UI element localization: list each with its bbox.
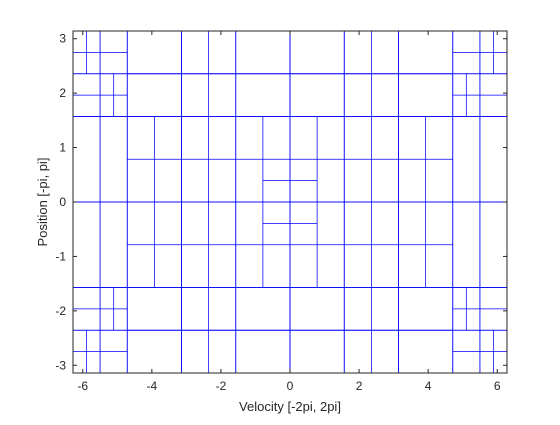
y-tick-label: -3 bbox=[55, 358, 66, 372]
x-tick-label: 4 bbox=[425, 379, 432, 393]
x-tick-label: -4 bbox=[147, 379, 158, 393]
y-tick-label: -2 bbox=[55, 304, 66, 318]
y-tick-label: 1 bbox=[59, 141, 66, 155]
x-tick-label: -2 bbox=[216, 379, 227, 393]
x-tick-label: -6 bbox=[77, 379, 88, 393]
y-tick-label: 3 bbox=[59, 32, 66, 46]
y-tick-label: 2 bbox=[59, 86, 66, 100]
axes-box bbox=[72, 30, 508, 374]
x-tick-label: 6 bbox=[494, 379, 501, 393]
y-tick-label: 0 bbox=[59, 195, 66, 209]
partition-cells bbox=[72, 30, 508, 374]
x-tick-label: 0 bbox=[287, 379, 294, 393]
y-axis-label: Position [-pi, pi] bbox=[35, 158, 50, 247]
y-tick-label: -1 bbox=[55, 249, 66, 263]
x-tick-label: 2 bbox=[356, 379, 363, 393]
axis-ticks: -6 -4 -2 0 2 4 6 -3 -2 -1 0 1 2 3 bbox=[55, 31, 507, 393]
x-axis-label: Velocity [-2pi, 2pi] bbox=[239, 399, 341, 414]
